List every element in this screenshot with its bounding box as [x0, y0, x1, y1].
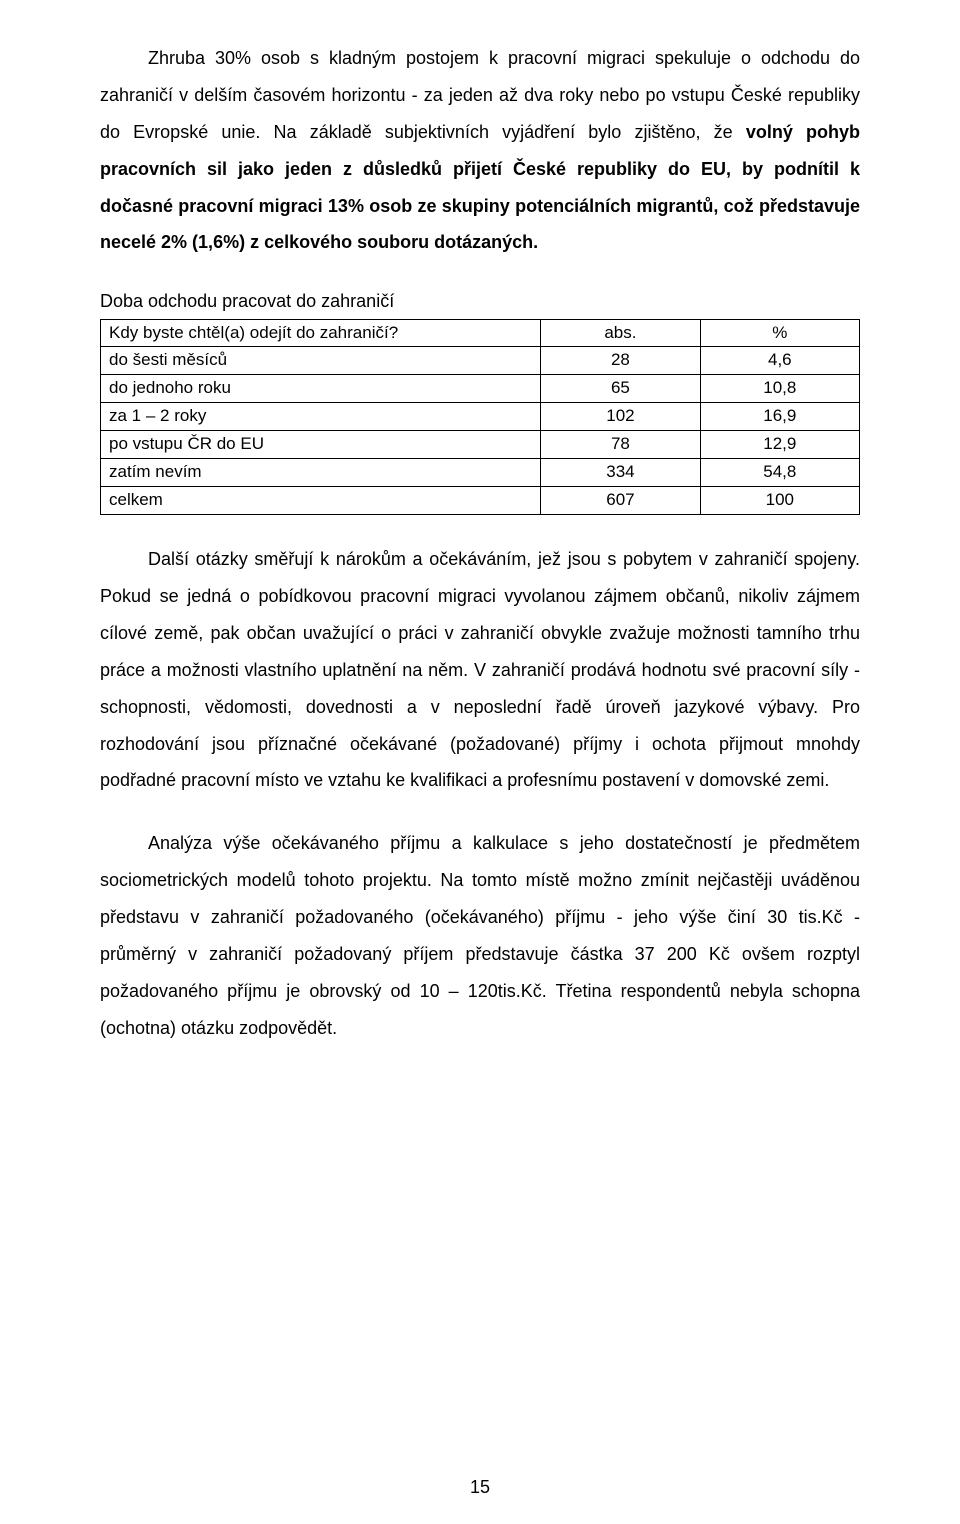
table-cell: 607	[541, 487, 700, 515]
table-cell: do jednoho roku	[101, 375, 541, 403]
table-cell: zatím nevím	[101, 459, 541, 487]
table-cell: do šesti měsíců	[101, 347, 541, 375]
table-cell: 65	[541, 375, 700, 403]
table-cell: za 1 – 2 roky	[101, 403, 541, 431]
table-cell: po vstupu ČR do EU	[101, 431, 541, 459]
table-cell: 102	[541, 403, 700, 431]
table-cell: 12,9	[700, 431, 859, 459]
table-cell: 16,9	[700, 403, 859, 431]
table-row: do šesti měsíců 28 4,6	[101, 347, 860, 375]
table-header-cell: abs.	[541, 319, 700, 347]
page: Zhruba 30% osob s kladným postojem k pra…	[0, 0, 960, 1524]
table-cell: 28	[541, 347, 700, 375]
table-cell: 4,6	[700, 347, 859, 375]
data-table: Kdy byste chtěl(a) odejít do zahraničí? …	[100, 319, 860, 516]
table-row: do jednoho roku 65 10,8	[101, 375, 860, 403]
table-header-cell: Kdy byste chtěl(a) odejít do zahraničí?	[101, 319, 541, 347]
paragraph-2: Další otázky směřují k nárokům a očekává…	[100, 541, 860, 799]
page-number: 15	[0, 1478, 960, 1496]
table-cell: 10,8	[700, 375, 859, 403]
table-header-row: Kdy byste chtěl(a) odejít do zahraničí? …	[101, 319, 860, 347]
table-row: zatím nevím 334 54,8	[101, 459, 860, 487]
table-cell: 78	[541, 431, 700, 459]
paragraph-1: Zhruba 30% osob s kladným postojem k pra…	[100, 40, 860, 261]
paragraph-3: Analýza výše očekávaného příjmu a kalkul…	[100, 825, 860, 1046]
table-cell: 54,8	[700, 459, 859, 487]
table-row: za 1 – 2 roky 102 16,9	[101, 403, 860, 431]
table-caption: Doba odchodu pracovat do zahraničí	[100, 289, 860, 314]
table-cell: celkem	[101, 487, 541, 515]
table-cell: 334	[541, 459, 700, 487]
table-row: po vstupu ČR do EU 78 12,9	[101, 431, 860, 459]
table-cell: 100	[700, 487, 859, 515]
table-header-cell: %	[700, 319, 859, 347]
table-row: celkem 607 100	[101, 487, 860, 515]
